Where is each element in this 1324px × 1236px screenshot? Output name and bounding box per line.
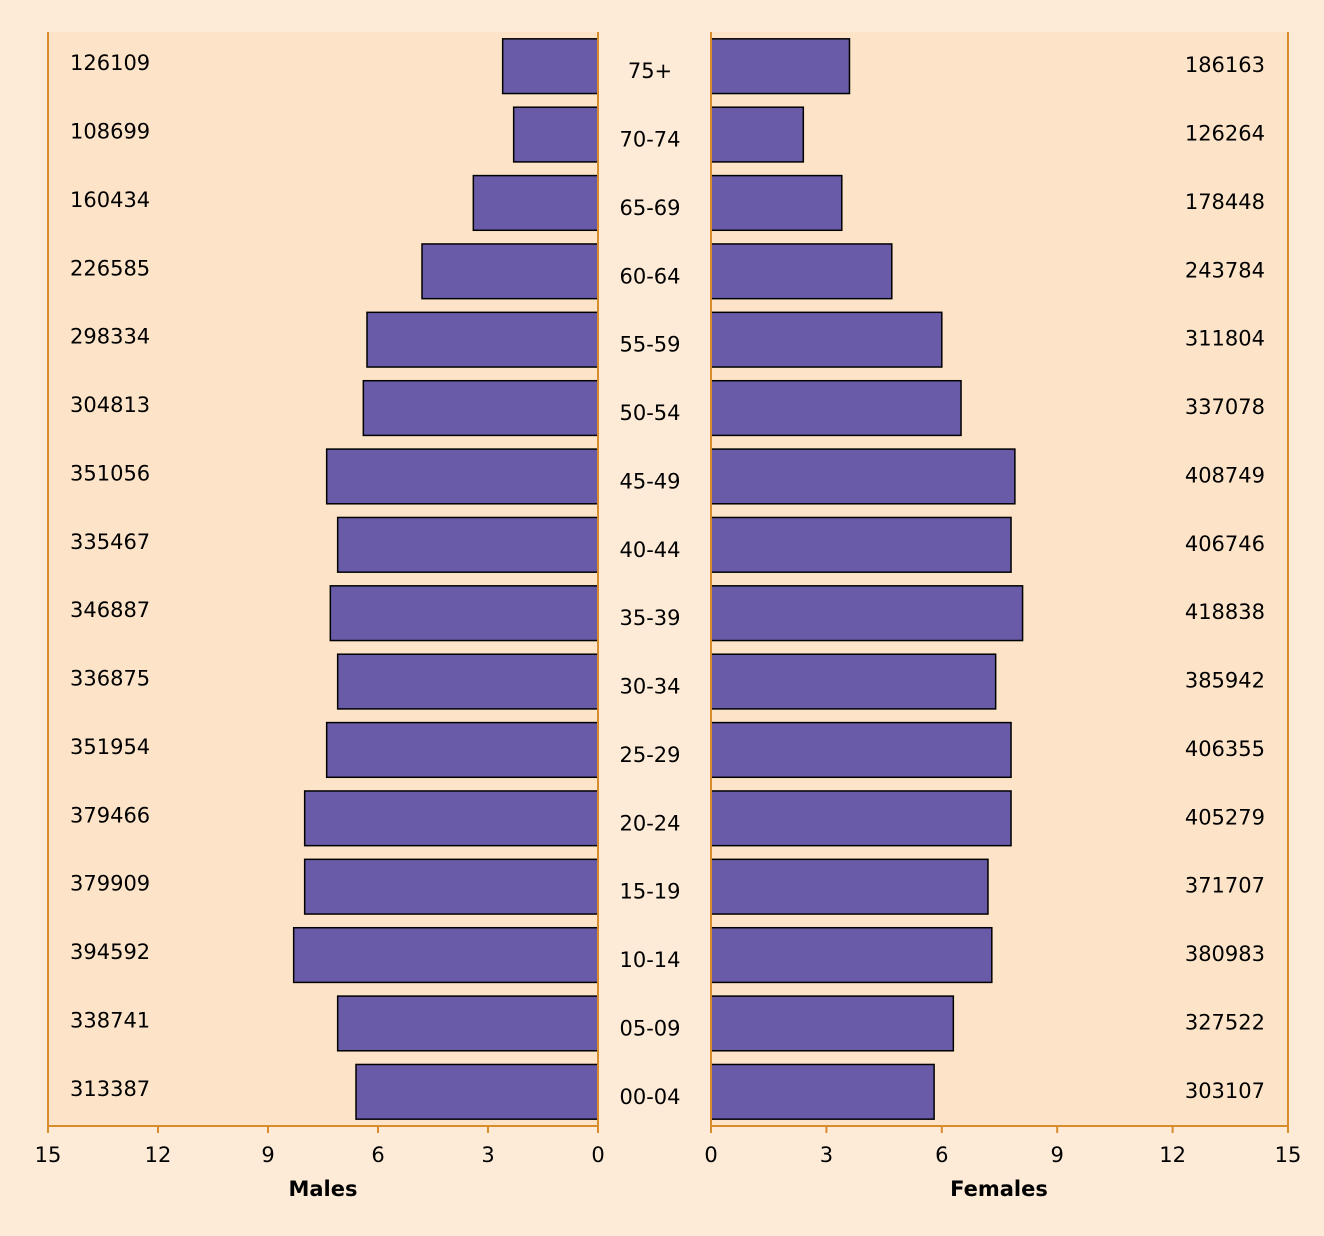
female-count-label: 408749 (1185, 463, 1265, 487)
right-x-tick-label: 0 (704, 1143, 717, 1167)
male-bar-25-29 (325, 721, 599, 779)
axes-layer: 0 0 3 3 6 6 9 9 12 12 15 15 (35, 32, 1302, 1167)
male-bar-60-64 (421, 243, 599, 300)
female-count-label: 380983 (1185, 942, 1265, 966)
female-bar-75+ (710, 38, 851, 95)
age-group-label: 75+ (628, 59, 672, 83)
male-count-label: 379909 (70, 872, 150, 896)
age-group-label: 55-59 (619, 333, 680, 357)
male-count-label: 336875 (70, 667, 150, 691)
female-count-label: 178448 (1185, 190, 1265, 214)
male-bar-00-04 (355, 1063, 599, 1120)
male-count-label: 338741 (70, 1008, 150, 1032)
female-count-label: 303107 (1185, 1079, 1265, 1103)
female-bar-35-39 (710, 585, 1024, 642)
male-bar-20-24 (303, 790, 599, 847)
male-count-label: 351954 (70, 735, 150, 759)
male-count-label: 304813 (70, 393, 150, 417)
x-axis-title-males: Males (288, 1177, 357, 1201)
male-bar-65-69 (472, 174, 599, 232)
female-count-label: 371707 (1185, 874, 1265, 898)
right-x-tick-label: 12 (1159, 1143, 1186, 1167)
male-count-label: 313387 (70, 1077, 150, 1101)
bars-layer (292, 38, 1024, 1120)
female-count-label: 327522 (1185, 1010, 1265, 1034)
male-count-label: 126109 (70, 51, 150, 75)
female-bar-20-24 (710, 790, 1012, 847)
female-bar-00-04 (710, 1063, 935, 1120)
female-bar-55-59 (710, 311, 943, 368)
male-bar-45-49 (325, 448, 599, 505)
female-bar-60-64 (710, 243, 893, 300)
female-bar-70-74 (710, 106, 805, 163)
left-x-tick-label: 6 (371, 1143, 384, 1167)
age-group-label: 30-34 (619, 675, 680, 699)
female-bar-45-49 (710, 448, 1016, 505)
female-bar-30-34 (710, 653, 997, 710)
female-bar-40-44 (710, 516, 1012, 573)
age-group-label: 25-29 (619, 743, 680, 767)
age-group-label: 15-19 (619, 880, 680, 904)
age-group-label: 10-14 (619, 948, 680, 972)
right-x-tick-label: 6 (935, 1143, 948, 1167)
female-count-label: 186163 (1185, 53, 1265, 77)
male-bar-50-54 (362, 379, 599, 437)
right-x-tick-label: 9 (1051, 1143, 1064, 1167)
age-group-label: 45-49 (619, 469, 680, 493)
male-bar-15-19 (303, 858, 599, 915)
male-bar-55-59 (366, 311, 599, 368)
age-group-label: 35-39 (619, 606, 680, 630)
age-group-label: 00-04 (619, 1085, 680, 1109)
male-bar-30-34 (336, 653, 599, 710)
labels-layer: 126109 186163 75+ 108699 126264 70-74 160434 17… (70, 51, 1265, 1109)
left-x-tick-label: 15 (35, 1143, 62, 1167)
male-count-label: 346887 (70, 598, 150, 622)
female-count-label: 405279 (1185, 805, 1265, 829)
female-count-label: 418838 (1185, 600, 1265, 624)
left-x-tick-label: 12 (145, 1143, 172, 1167)
female-count-label: 337078 (1185, 395, 1265, 419)
right-x-tick-label: 15 (1275, 1143, 1302, 1167)
male-count-label: 394592 (70, 940, 150, 964)
female-count-label: 243784 (1185, 258, 1265, 282)
age-group-label: 40-44 (619, 538, 680, 562)
male-bar-10-14 (292, 926, 599, 984)
age-group-label: 05-09 (619, 1016, 680, 1040)
x-axis-title-females: Females (950, 1177, 1048, 1201)
female-bar-50-54 (710, 379, 962, 437)
left-x-tick-label: 0 (591, 1143, 604, 1167)
male-count-label: 108699 (70, 120, 150, 144)
female-bar-25-29 (710, 721, 1012, 779)
male-count-label: 226585 (70, 256, 150, 280)
age-group-label: 50-54 (619, 401, 680, 425)
female-count-label: 126264 (1185, 122, 1265, 146)
age-group-label: 70-74 (619, 128, 680, 152)
female-bar-10-14 (710, 926, 993, 984)
age-group-label: 20-24 (619, 811, 680, 835)
right-x-tick-label: 3 (820, 1143, 833, 1167)
male-bar-40-44 (336, 516, 599, 573)
female-bar-15-19 (710, 858, 989, 915)
female-count-label: 406746 (1185, 532, 1265, 556)
male-count-label: 335467 (70, 530, 150, 554)
male-bar-35-39 (329, 585, 599, 642)
female-count-label: 311804 (1185, 327, 1265, 351)
left-x-tick-label: 3 (481, 1143, 494, 1167)
age-group-label: 65-69 (619, 196, 680, 220)
male-bar-05-09 (336, 995, 599, 1052)
female-count-label: 385942 (1185, 669, 1265, 693)
male-bar-75+ (501, 38, 599, 95)
male-count-label: 298334 (70, 325, 150, 349)
age-group-label: 60-64 (619, 264, 680, 288)
male-count-label: 160434 (70, 188, 150, 212)
male-bar-70-74 (512, 106, 599, 163)
female-count-label: 406355 (1185, 737, 1265, 761)
male-count-label: 351056 (70, 461, 150, 485)
female-bar-65-69 (710, 174, 843, 232)
male-count-label: 379466 (70, 803, 150, 827)
left-x-tick-label: 9 (261, 1143, 274, 1167)
female-bar-05-09 (710, 995, 955, 1052)
